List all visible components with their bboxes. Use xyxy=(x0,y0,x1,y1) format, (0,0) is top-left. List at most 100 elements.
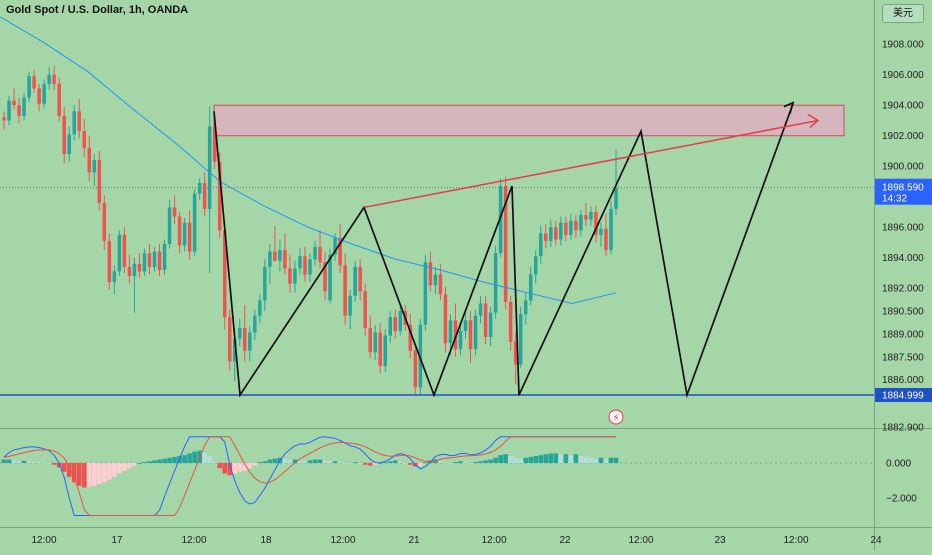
candle[interactable] xyxy=(82,118,87,158)
candle[interactable] xyxy=(453,303,458,357)
currency-button[interactable]: 美元 xyxy=(882,4,924,23)
trend-line[interactable] xyxy=(363,119,819,209)
candle[interactable] xyxy=(132,257,137,313)
candle[interactable] xyxy=(142,248,147,277)
candle[interactable] xyxy=(408,314,413,359)
candle[interactable] xyxy=(483,295,488,345)
candle[interactable] xyxy=(343,253,347,325)
candle[interactable] xyxy=(458,323,463,356)
candle[interactable] xyxy=(42,79,46,109)
candle[interactable] xyxy=(207,106,212,273)
candle[interactable] xyxy=(538,225,543,264)
candle[interactable] xyxy=(503,176,508,310)
candle[interactable] xyxy=(268,244,272,284)
candle[interactable] xyxy=(27,71,31,103)
candle[interactable] xyxy=(493,245,498,319)
candle[interactable] xyxy=(92,154,97,187)
candle[interactable] xyxy=(353,260,357,302)
candle[interactable] xyxy=(47,67,51,90)
candle[interactable] xyxy=(152,247,157,272)
candle[interactable] xyxy=(17,97,21,124)
candle[interactable] xyxy=(197,178,202,200)
candle[interactable] xyxy=(72,105,76,141)
candle[interactable] xyxy=(508,295,513,351)
candle[interactable] xyxy=(518,306,523,368)
candle[interactable] xyxy=(97,150,102,211)
candle[interactable] xyxy=(7,96,11,126)
candle[interactable] xyxy=(599,222,603,248)
candle[interactable] xyxy=(57,77,61,122)
candle[interactable] xyxy=(564,216,568,241)
candle[interactable] xyxy=(488,306,493,347)
candle[interactable] xyxy=(127,254,132,284)
candle[interactable] xyxy=(147,244,152,275)
candle[interactable] xyxy=(533,250,538,284)
candle[interactable] xyxy=(32,70,36,94)
candle[interactable] xyxy=(293,260,297,293)
candle[interactable] xyxy=(288,254,292,293)
candle[interactable] xyxy=(579,210,583,237)
candle[interactable] xyxy=(569,213,573,240)
candle[interactable] xyxy=(67,126,71,162)
candle[interactable] xyxy=(308,253,312,283)
candle[interactable] xyxy=(383,329,388,373)
zigzag-pattern-line[interactable] xyxy=(213,103,794,399)
candle[interactable] xyxy=(373,324,377,360)
candle[interactable] xyxy=(468,311,473,363)
candle[interactable] xyxy=(167,199,172,249)
candle[interactable] xyxy=(528,266,533,305)
candle[interactable] xyxy=(222,221,227,330)
candle[interactable] xyxy=(609,201,613,255)
candle[interactable] xyxy=(137,253,142,278)
candle[interactable] xyxy=(187,210,192,260)
candle[interactable] xyxy=(122,227,127,273)
candle[interactable] xyxy=(363,283,367,336)
candle[interactable] xyxy=(102,195,107,251)
candle[interactable] xyxy=(338,224,342,273)
candle[interactable] xyxy=(157,244,162,277)
candle[interactable] xyxy=(378,323,382,374)
candle[interactable] xyxy=(12,88,16,110)
candle[interactable] xyxy=(87,135,92,182)
candle[interactable] xyxy=(433,266,438,295)
candle[interactable] xyxy=(358,259,362,301)
candle[interactable] xyxy=(227,309,232,371)
candle[interactable] xyxy=(443,286,448,353)
candle[interactable] xyxy=(52,65,56,90)
candle[interactable] xyxy=(117,230,122,277)
candle[interactable] xyxy=(428,251,433,292)
candle[interactable] xyxy=(589,205,593,226)
candle[interactable] xyxy=(448,314,453,356)
candle[interactable] xyxy=(614,149,618,216)
candle[interactable] xyxy=(258,294,262,324)
candle[interactable] xyxy=(473,309,478,356)
candle[interactable] xyxy=(172,195,177,225)
candle[interactable] xyxy=(463,312,468,339)
event-marker-icon[interactable] xyxy=(608,409,624,425)
candle[interactable] xyxy=(112,265,117,295)
candle[interactable] xyxy=(368,315,372,359)
candle[interactable] xyxy=(177,211,182,254)
candle[interactable] xyxy=(192,189,197,257)
candle[interactable] xyxy=(513,332,518,385)
candle[interactable] xyxy=(202,172,207,217)
candle[interactable] xyxy=(182,218,187,252)
candle[interactable] xyxy=(544,224,548,249)
candle[interactable] xyxy=(559,216,563,246)
candle[interactable] xyxy=(523,292,528,325)
candle[interactable] xyxy=(413,344,418,395)
candle[interactable] xyxy=(2,111,6,130)
candle[interactable] xyxy=(423,254,428,331)
resistance-zone[interactable] xyxy=(213,104,845,137)
candle[interactable] xyxy=(584,202,588,226)
candle[interactable] xyxy=(37,83,41,112)
candle[interactable] xyxy=(263,259,267,312)
candle[interactable] xyxy=(283,233,287,275)
candle[interactable] xyxy=(253,309,257,341)
candle[interactable] xyxy=(243,305,247,362)
candle[interactable] xyxy=(393,309,398,339)
candle[interactable] xyxy=(248,326,252,362)
candle[interactable] xyxy=(162,239,167,275)
candle[interactable] xyxy=(22,93,26,121)
